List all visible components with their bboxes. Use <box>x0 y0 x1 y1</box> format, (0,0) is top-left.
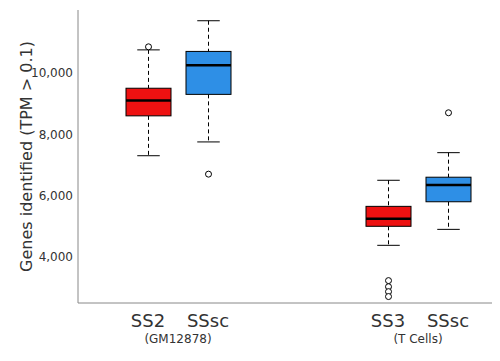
svg-text:4,000: 4,000 <box>39 250 73 264</box>
svg-text:8,000: 8,000 <box>39 128 73 142</box>
svg-text:SS3: SS3 <box>371 310 405 331</box>
svg-text:Genes identified (TPM > 0.1): Genes identified (TPM > 0.1) <box>17 41 36 272</box>
svg-text:10,000: 10,000 <box>31 66 73 80</box>
svg-text:SSsc: SSsc <box>187 310 229 331</box>
svg-text:6,000: 6,000 <box>39 189 73 203</box>
svg-text:(GM12878): (GM12878) <box>144 332 211 346</box>
svg-text:SS2: SS2 <box>131 310 165 331</box>
svg-text:(T Cells): (T Cells) <box>393 332 442 346</box>
svg-text:SSsc: SSsc <box>427 310 469 331</box>
